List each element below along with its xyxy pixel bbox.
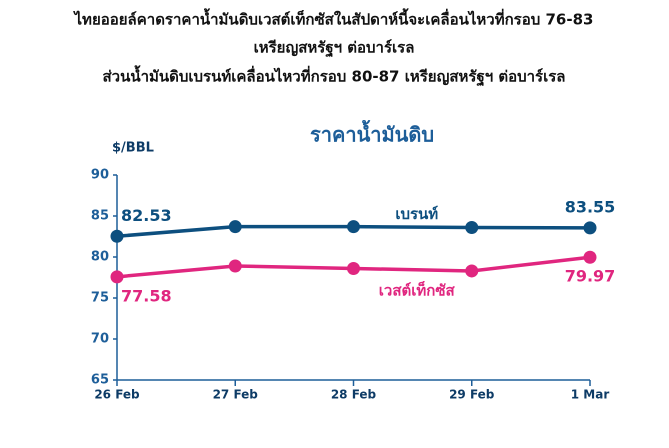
- x-tick-label: 28 Feb: [331, 388, 377, 402]
- data-point: [110, 229, 124, 243]
- series-label: เวสต์เท็กซัส: [379, 280, 456, 299]
- data-point: [583, 221, 597, 235]
- data-point: [465, 220, 479, 234]
- y-tick-label: 85: [91, 209, 109, 224]
- x-tick-label: 29 Feb: [449, 388, 495, 402]
- data-label: 82.53: [121, 206, 172, 225]
- headline: เหรียญสหรัฐฯ ต่อบาร์เรล: [254, 39, 415, 58]
- data-point: [347, 261, 360, 275]
- data-label: 77.58: [121, 286, 172, 305]
- x-tick-label: 26 Feb: [94, 388, 140, 402]
- x-tick-label: 1 Mar: [571, 388, 610, 402]
- data-label: 83.55: [565, 197, 616, 216]
- data-point: [347, 220, 360, 234]
- data-point: [228, 259, 242, 273]
- y-tick-label: 80: [91, 250, 109, 265]
- data-label: 79.97: [565, 267, 616, 286]
- headline: ส่วนน้ำมันดิบเบรนท์เคลื่อนไหวที่กรอบ 80-…: [103, 65, 566, 87]
- data-point: [228, 220, 242, 234]
- y-tick-label: 75: [91, 291, 109, 306]
- data-point: [465, 264, 479, 278]
- x-tick-label: 27 Feb: [213, 388, 259, 402]
- data-point: [583, 250, 597, 264]
- y-axis-label: $/BBL: [112, 141, 154, 156]
- data-point: [110, 270, 124, 284]
- chart-title: ราคาน้ำมันดิบ: [310, 120, 434, 147]
- y-tick-label: 65: [91, 373, 109, 388]
- y-tick-label: 90: [91, 168, 109, 183]
- headline: ไทยออยล์คาดราคาน้ำมันดิบเวสต์เท็กซัสในสั…: [73, 8, 594, 29]
- y-tick-label: 70: [91, 332, 109, 347]
- series-label: เบรนท์: [395, 205, 438, 223]
